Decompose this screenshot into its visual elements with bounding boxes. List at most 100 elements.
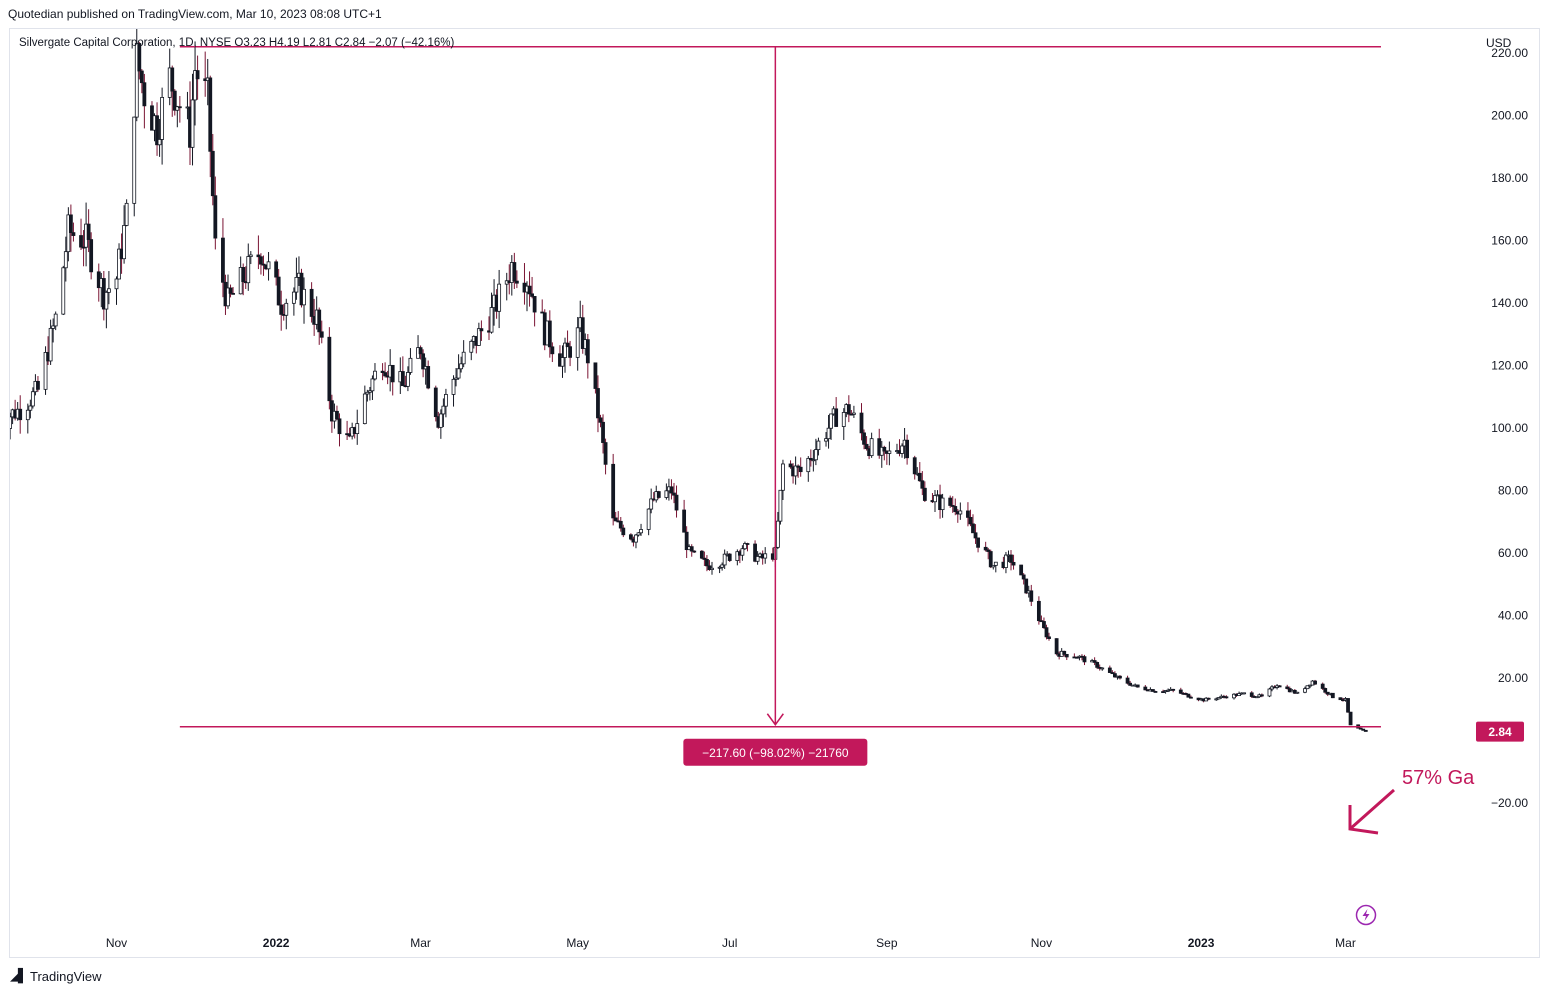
candle-body[interactable] [1285,686,1290,689]
candle-body[interactable] [228,287,233,294]
candle-body[interactable] [1036,600,1041,622]
candle-body[interactable] [355,423,360,435]
candle-body[interactable] [656,491,661,498]
candle-body[interactable] [456,368,461,379]
candle-body[interactable] [89,239,94,273]
candle-body[interactable] [177,106,182,109]
candle-body[interactable] [170,67,175,92]
candle-body[interactable] [319,331,324,338]
candle-body[interactable] [68,214,73,234]
candle-body[interactable] [25,409,30,421]
candle-body[interactable] [674,494,679,511]
candle-body[interactable] [593,362,598,389]
candle-body[interactable] [705,559,709,567]
candle-body[interactable] [459,363,464,370]
candle-body[interactable] [811,459,816,462]
candle-body[interactable] [48,327,53,362]
candle-body[interactable] [629,534,633,540]
candle-body[interactable] [43,352,48,390]
candle-body[interactable] [61,267,66,315]
candle-body[interactable] [362,393,367,425]
candle-body[interactable] [1004,554,1008,568]
candle-body[interactable] [778,489,783,522]
candle-body[interactable] [479,328,484,332]
candle-body[interactable] [66,214,71,253]
candle-body[interactable] [1206,697,1211,700]
candle-body[interactable] [408,357,413,373]
candle-body[interactable] [266,261,271,270]
candle-body[interactable] [1346,698,1350,713]
candle-body[interactable] [900,445,904,454]
candle-body[interactable] [1153,691,1158,693]
candle-body[interactable] [1348,711,1353,726]
candle-body[interactable] [302,288,306,306]
candle-body[interactable] [1323,688,1328,693]
candle-body[interactable] [991,564,996,568]
candle-body[interactable] [213,195,218,239]
candle-body[interactable] [418,347,423,355]
candle-body[interactable] [317,309,322,333]
candle-body[interactable] [755,556,760,562]
candle-body[interactable] [1358,727,1363,730]
candle-body[interactable] [71,232,76,236]
candle-body[interactable] [246,256,251,284]
candle-body[interactable] [527,285,532,295]
candle-body[interactable] [682,509,687,533]
candle-body[interactable] [390,364,395,383]
candle-body[interactable] [1092,660,1097,663]
candle-body[interactable] [1178,689,1183,694]
candle-body[interactable] [373,370,377,380]
candle-body[interactable] [1042,621,1046,629]
candle-body[interactable] [284,302,289,316]
candle-body[interactable] [248,254,253,257]
candle-body[interactable] [1292,689,1297,694]
candle-body[interactable] [1338,697,1343,701]
candle-body[interactable] [106,288,111,293]
candle-body[interactable] [259,256,263,265]
candle-body[interactable] [720,564,725,568]
candle-body[interactable] [968,516,973,525]
candle-body[interactable] [722,553,727,566]
candle-body[interactable] [806,457,811,473]
candle-body[interactable] [793,465,798,477]
candle-body[interactable] [743,543,747,550]
candle-body[interactable] [190,99,195,148]
candle-body[interactable] [859,412,864,434]
candle-body[interactable] [226,287,230,307]
candle-body[interactable] [905,439,910,459]
candle-body[interactable] [727,553,732,561]
candle-body[interactable] [451,378,456,395]
candle-body[interactable] [1151,689,1155,692]
candle-body[interactable] [634,534,638,543]
candle-body[interactable] [816,440,821,451]
candle-body[interactable] [365,391,370,395]
candle-body[interactable] [813,449,818,461]
candle-body[interactable] [122,225,127,260]
candle-body[interactable] [274,261,279,278]
candle-body[interactable] [611,463,616,519]
candle-body[interactable] [882,446,887,452]
candle-body[interactable] [646,508,651,530]
candle-body[interactable] [1224,696,1229,699]
candle-body[interactable] [426,366,431,389]
candle-body[interactable] [210,150,215,197]
candle-body[interactable] [1308,684,1312,687]
candle-body[interactable] [993,561,998,566]
candle-body[interactable] [922,487,927,501]
candle-body[interactable] [160,97,165,140]
candle-body[interactable] [796,465,801,468]
candle-body[interactable] [172,90,177,111]
candle-body[interactable] [1135,684,1140,688]
candle-body[interactable] [740,548,745,556]
candle-body[interactable] [689,546,694,552]
candle-body[interactable] [1095,662,1100,668]
candle-body[interactable] [104,291,109,310]
candle-body[interactable] [497,283,502,312]
candle-body[interactable] [692,550,697,553]
candle-body[interactable] [137,43,142,72]
candle-body[interactable] [563,342,567,358]
candle-body[interactable] [1143,686,1148,691]
candle-body[interactable] [530,293,534,297]
candle-body[interactable] [380,370,385,373]
